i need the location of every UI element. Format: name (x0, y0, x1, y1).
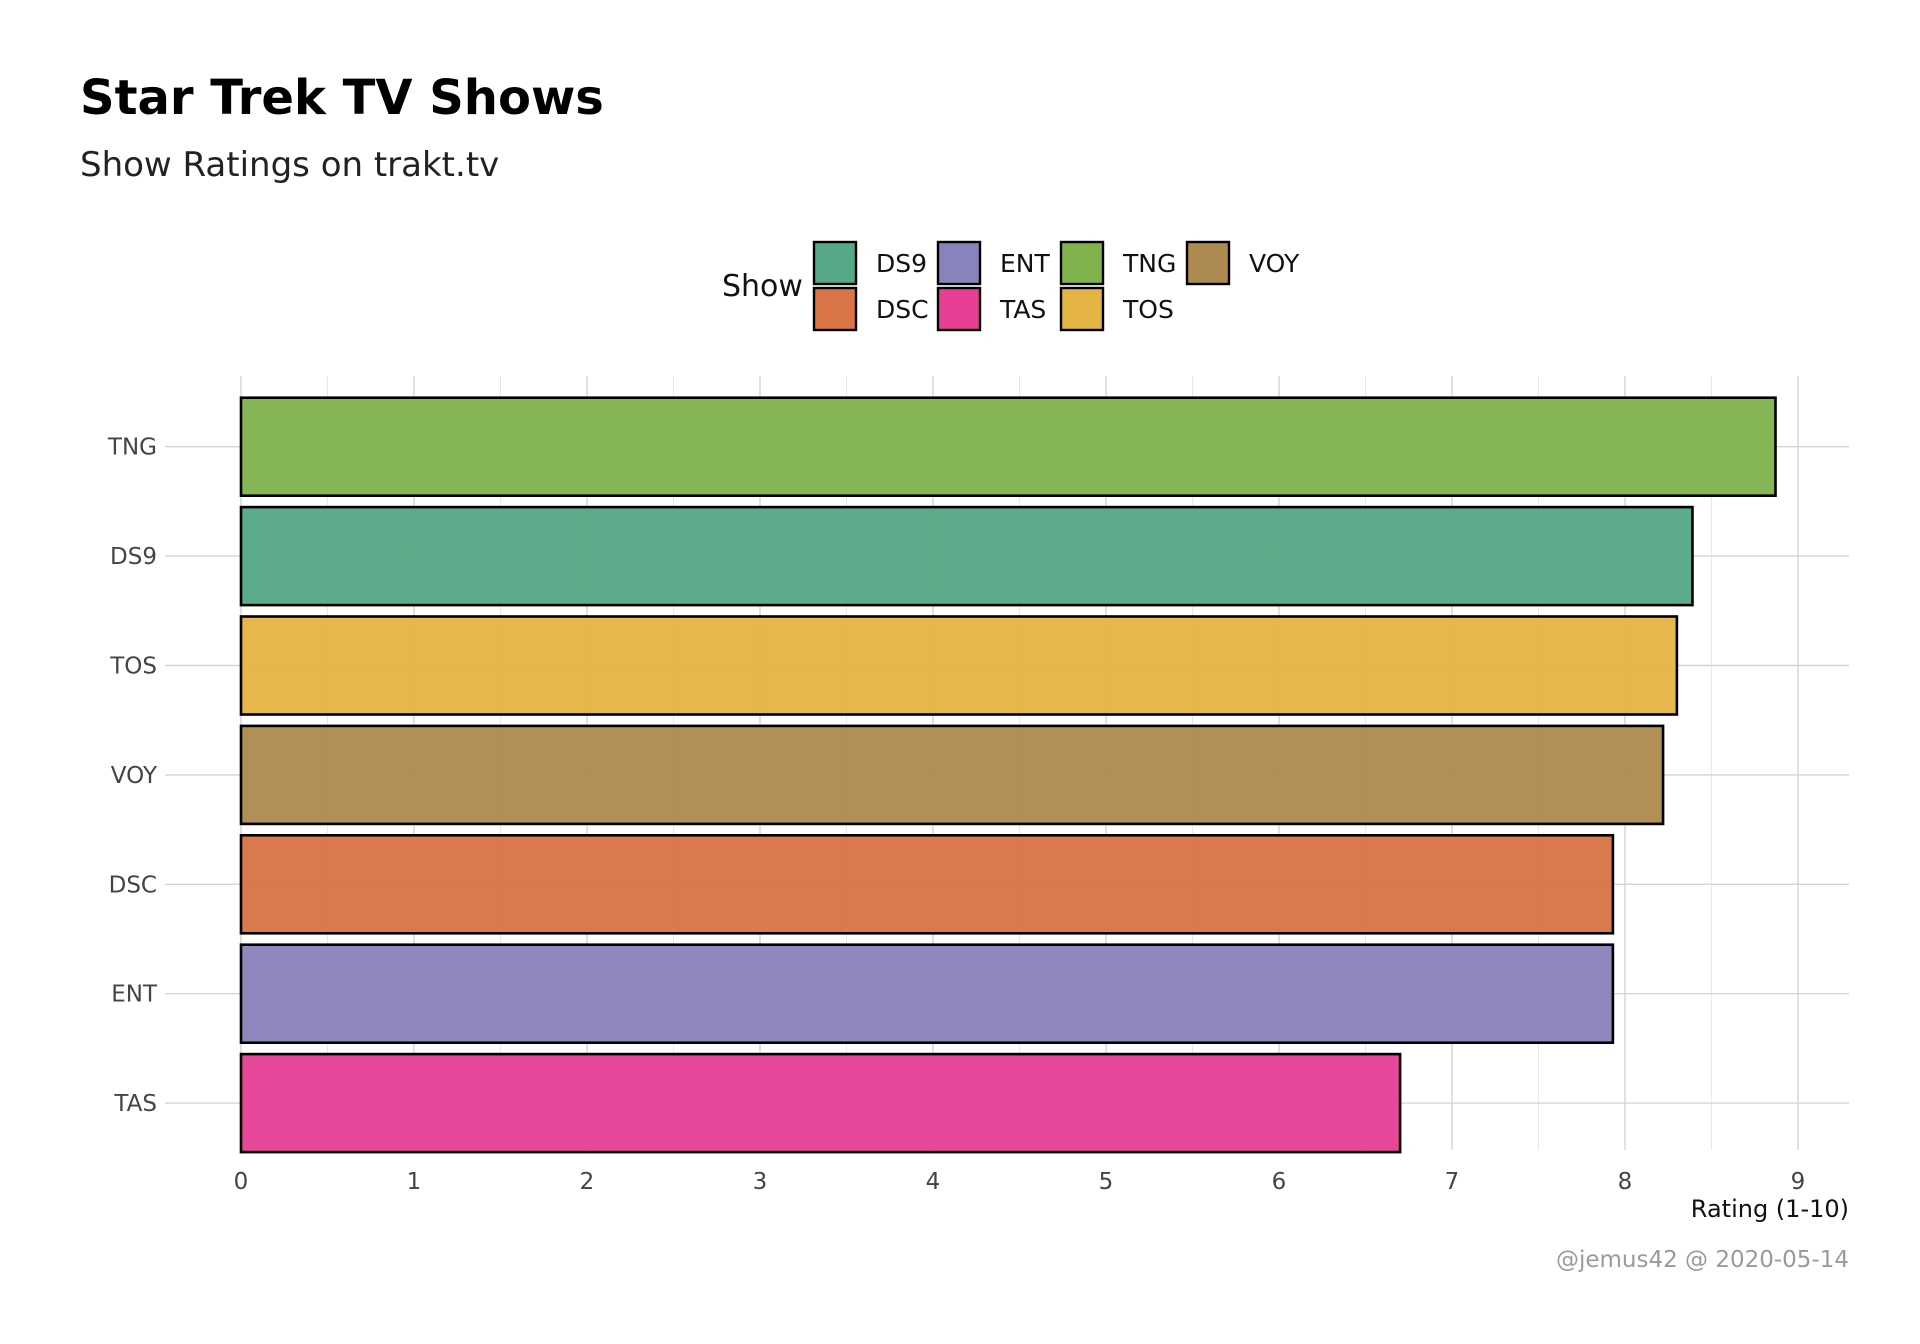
legend-key-tos (1059, 286, 1105, 332)
bars (239, 396, 1777, 1154)
legend-title: Show (722, 269, 803, 304)
x-tick-label: 9 (1791, 1169, 1806, 1195)
x-tick-label: 2 (580, 1169, 595, 1195)
legend-items: DS9 DSC ENT TAS TNG TOS VOY (812, 240, 1300, 332)
x-axis-title: Rating (1-10) (1691, 1195, 1849, 1223)
y-tick-label: DSC (109, 872, 157, 898)
legend-key-voy (1185, 240, 1231, 286)
bar-tas (239, 1052, 1402, 1154)
bar-tos (239, 615, 1679, 716)
bar-dsc (239, 833, 1615, 935)
caption: @jemus42 @ 2020-05-14 (1556, 1247, 1849, 1273)
legend-label: ENT (1000, 249, 1050, 278)
legend-label: TOS (1122, 295, 1174, 324)
x-tick-label: 4 (926, 1169, 941, 1195)
x-tick-label: 8 (1618, 1169, 1633, 1195)
y-tick-label: TAS (113, 1091, 157, 1117)
legend: Show DS9 DSC ENT TAS TNG TOS VOY (722, 240, 1300, 332)
x-tick-label: 1 (407, 1169, 422, 1195)
legend-label: TNG (1122, 249, 1176, 278)
chart-title: Star Trek TV Shows (80, 70, 604, 126)
x-tick-label: 3 (753, 1169, 768, 1195)
y-tick-label: TNG (107, 435, 157, 461)
y-tick-label: VOY (111, 763, 158, 789)
bar-tng (239, 396, 1777, 498)
legend-key-dsc (812, 286, 858, 332)
legend-key-ent (936, 240, 982, 286)
legend-label: DSC (876, 295, 929, 324)
x-tick-label: 7 (1445, 1169, 1460, 1195)
y-tick-label: TOS (109, 654, 157, 680)
x-tick-label: 0 (234, 1169, 249, 1195)
legend-label: DS9 (876, 249, 927, 278)
x-tick-label: 6 (1272, 1169, 1287, 1195)
x-axis-tick-labels: 0 1 2 3 4 5 6 7 8 9 (234, 1169, 1806, 1195)
x-tick-label: 5 (1099, 1169, 1114, 1195)
legend-key-tas (936, 286, 982, 332)
y-tick-label: DS9 (110, 544, 157, 570)
y-axis-tick-labels: TNG DS9 TOS VOY DSC ENT TAS (107, 435, 158, 1117)
y-tick-label: ENT (111, 982, 158, 1008)
legend-label: VOY (1249, 249, 1300, 278)
legend-key-tng (1059, 240, 1105, 286)
bar-ds9 (239, 505, 1694, 607)
legend-key-ds9 (812, 240, 858, 286)
bar-ent (239, 943, 1615, 1045)
bar-voy (239, 724, 1665, 826)
legend-label: TAS (999, 295, 1046, 324)
chart-subtitle: Show Ratings on trakt.tv (80, 145, 499, 185)
